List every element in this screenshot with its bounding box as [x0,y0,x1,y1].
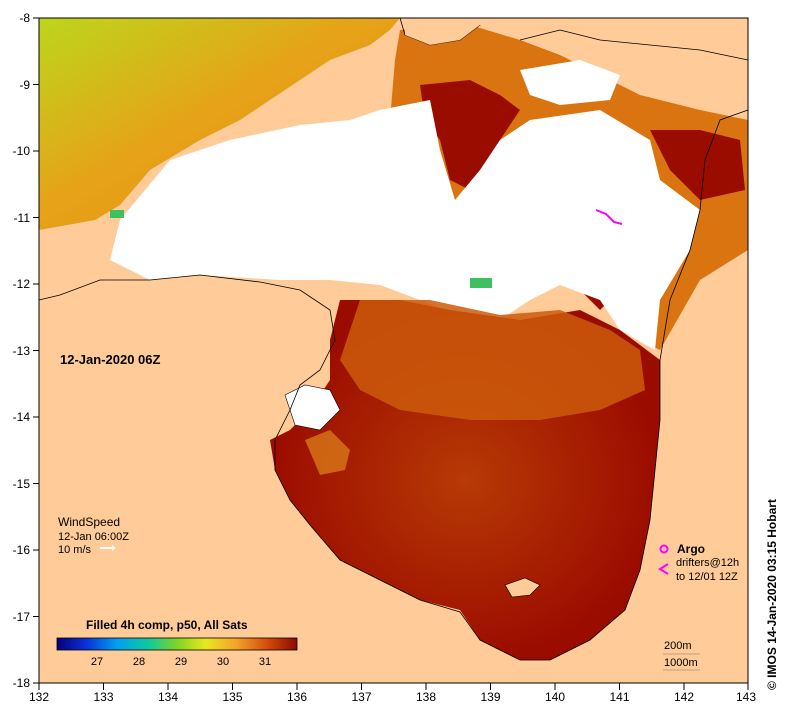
x-tick-label: 141 [609,690,630,704]
land-png [405,18,748,60]
x-tick-label: 136 [286,690,308,704]
colorbar-tick-label: 28 [132,656,146,668]
drifters-legend-line2: to 12/01 12Z [676,571,738,583]
plot-area [38,17,749,683]
y-tick-label: -13 [12,344,30,358]
contour-1000-label: 1000m [664,657,698,669]
y-tick-label: -18 [12,676,30,690]
x-tick-label: 142 [673,690,695,704]
coastline-png-south [519,29,749,61]
cloud-north-patch [520,60,620,105]
sst-northwest-field [39,18,400,230]
map-datetime: 12-Jan-2020 06Z [60,352,161,367]
wind-legend-time: 12-Jan 06:00Z [58,531,129,543]
x-tick-label: 138 [415,690,437,704]
x-axis-ticks [38,683,749,690]
argo-legend-label: Argo [677,542,705,556]
x-tick-label: 140 [544,690,566,704]
x-tick-label: 134 [157,690,179,704]
colorbar [56,637,298,651]
wind-arrow-head [112,545,116,551]
sst-cool-patch [470,278,492,288]
colorbar-tick-label: 30 [216,656,230,668]
colorbar-tick-label: 27 [90,656,104,668]
sst-cool-patch-2 [110,210,124,218]
cloud-mask [110,100,700,350]
x-tick-label: 137 [351,690,372,704]
coastline-nt [38,274,550,661]
x-tick-label: 139 [480,690,501,704]
sst-gulf-westpatch [305,430,350,475]
y-tick-label: -11 [13,211,30,225]
drifters-legend-line1: drifters@12h [676,557,740,569]
island-mornington [504,577,541,598]
sst-warm-patch-north [420,80,520,190]
x-tick-label: 143 [735,690,757,704]
colorbar-tick-label: 29 [174,656,188,668]
y-tick-label: -16 [12,543,30,557]
wind-legend-speed: 10 m/s [58,544,92,556]
coastline-cape-york [549,109,749,661]
sst-gulf-mid [340,300,645,420]
argo-icon [659,544,669,554]
colorbar-tick-label: 31 [258,656,272,668]
wind-legend-title: WindSpeed [58,515,121,529]
y-tick-label: -12 [12,277,30,291]
drifter-track [595,209,623,225]
drifter-icon [658,563,669,575]
imos-credit: © IMOS 14-Jan-2020 03:15 Hobart [765,499,779,690]
contour-200-label: 200m [664,640,692,652]
y-axis-ticks [33,17,39,684]
y-tick-label: -15 [12,477,30,491]
y-tick-label: -14 [12,410,30,424]
y-tick-label: -8 [19,11,30,25]
colorbar-title: Filled 4h comp, p50, All Sats [86,618,248,632]
island-groote [284,384,341,431]
y-tick-label: -9 [19,78,30,92]
x-tick-label: 132 [28,690,50,704]
y-tick-label: -10 [12,144,30,158]
sst-warm-patch-east2 [650,130,745,200]
x-tick-label: 133 [93,690,114,704]
y-tick-label: -17 [12,610,30,624]
x-tick-label: 135 [222,690,243,704]
